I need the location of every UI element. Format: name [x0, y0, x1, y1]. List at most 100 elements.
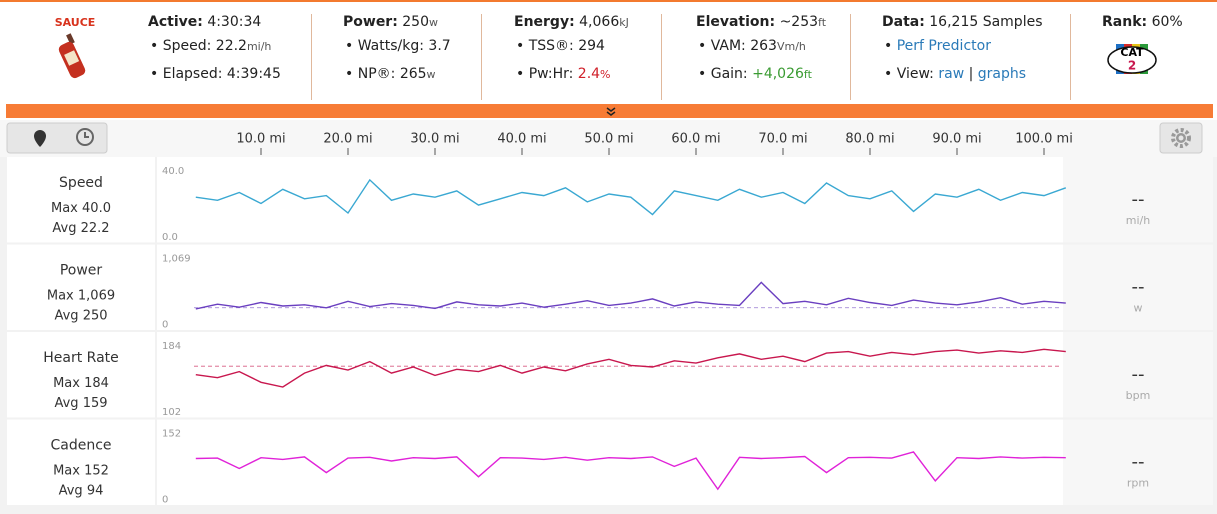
x-tick-label: 60.0 mi	[671, 132, 720, 147]
label: Active:	[148, 14, 203, 30]
label: NP®:	[357, 66, 396, 82]
readout-bg	[1063, 244, 1213, 330]
label: Gain:	[710, 66, 748, 82]
value: +4,026	[752, 66, 804, 82]
stream-name: Cadence	[50, 438, 111, 454]
unit: w	[429, 16, 438, 29]
raw-link[interactable]: raw	[938, 66, 965, 82]
readout-bg	[1063, 157, 1213, 243]
stream-line	[195, 178, 1067, 216]
value: 4,066	[579, 14, 620, 30]
unit: bpm	[1126, 389, 1151, 402]
max-stat: Max 1,069	[47, 288, 115, 303]
unit: mi/h	[1126, 214, 1150, 227]
collapse-bar[interactable]	[6, 104, 1213, 118]
y-max-label: 184	[162, 341, 181, 352]
y-max-label: 40.0	[162, 166, 184, 177]
value: 3.7	[428, 38, 451, 54]
power-stats: Power: 250w Watts/kg: 3.7 NP®: 265w	[343, 14, 451, 94]
x-tick-label: 70.0 mi	[758, 132, 807, 147]
readout: --	[1132, 277, 1145, 298]
unit: kJ	[619, 16, 629, 29]
badge-level: 2	[1128, 59, 1136, 73]
active-stats: Active: 4:30:34 Speed: 22.2mi/h Elapsed:…	[148, 14, 281, 94]
value: ~253	[779, 14, 819, 30]
plot-bg	[157, 244, 1063, 330]
y-min-label: 0	[162, 495, 168, 506]
y-max-label: 1,069	[162, 254, 191, 265]
value: 152	[84, 463, 109, 478]
value: 40.0	[82, 201, 111, 216]
plot-bg	[157, 332, 1063, 418]
readout-bg	[1063, 419, 1213, 505]
value: 22.2	[215, 38, 247, 54]
stream-name: Heart Rate	[43, 350, 119, 366]
label: Energy:	[514, 14, 575, 30]
avg-stat: Avg 22.2	[52, 221, 109, 236]
stream-line	[195, 281, 1066, 310]
stream-line	[195, 348, 1066, 388]
value: 159	[83, 396, 108, 411]
rank-stats: Rank: 60% CAT 2	[1102, 14, 1183, 86]
unit: ft	[803, 68, 812, 81]
elevation-stats: Elevation: ~253ft VAM: 263Vm/h Gain: +4,…	[696, 14, 826, 94]
label: View:	[896, 66, 934, 82]
stream-line	[195, 451, 1066, 491]
unit: ft	[818, 16, 827, 29]
value: 250	[402, 14, 429, 30]
readout: --	[1132, 364, 1145, 385]
unit: mi/h	[246, 40, 272, 53]
readout: --	[1132, 189, 1145, 210]
plot-bg	[157, 419, 1063, 505]
x-tick-label: 50.0 mi	[584, 132, 633, 147]
label: Elapsed:	[162, 66, 223, 82]
unit: w	[1134, 302, 1143, 315]
value: 22.2	[81, 221, 110, 236]
separator: |	[968, 66, 974, 82]
graphs-link[interactable]: graphs	[977, 66, 1027, 82]
x-tick-label: 10.0 mi	[236, 132, 285, 147]
row-label-bg	[7, 332, 155, 418]
unit: Vm/h	[776, 40, 806, 53]
plot-bg	[157, 157, 1063, 243]
y-min-label: 0.0	[162, 232, 178, 243]
row-label-bg	[7, 419, 155, 505]
y-min-label: 102	[162, 407, 181, 418]
label: Avg	[54, 308, 78, 323]
streams-chart: 10.0 mi 20.0 mi 30.0 mi 40.0 mi 50.0 mi 60.0 …	[0, 120, 1217, 514]
header: SAUCE Active: 4:30:34 Speed: 22.2mi/h El…	[0, 0, 1217, 104]
unit: %	[600, 68, 611, 81]
label: Power:	[343, 14, 398, 30]
value: 294	[578, 38, 605, 54]
label: Max	[53, 463, 80, 478]
avg-stat: Avg 159	[54, 396, 107, 411]
unit: w	[426, 68, 436, 81]
energy-stats: Energy: 4,066kJ TSS®: 294 Pw:Hr: 2.4%	[514, 14, 629, 94]
x-tick-label: 80.0 mi	[845, 132, 894, 147]
label: Avg	[52, 221, 76, 236]
data-stats: Data: 16,215 Samples Perf Predictor View…	[882, 14, 1043, 94]
y-min-label: 0	[162, 320, 168, 331]
max-stat: Max 40.0	[51, 201, 111, 216]
perf-predictor-link[interactable]: Perf Predictor	[896, 38, 991, 54]
label: Elevation:	[696, 14, 776, 30]
x-tick-label: 90.0 mi	[932, 132, 981, 147]
label: Watts/kg:	[357, 38, 424, 54]
label: Avg	[54, 396, 78, 411]
avg-stat: Avg 94	[59, 483, 104, 498]
x-tick-label: 20.0 mi	[323, 132, 372, 147]
y-max-label: 152	[162, 429, 181, 440]
label: Data:	[882, 14, 925, 30]
row-label-bg	[7, 244, 155, 330]
value: 250	[83, 308, 108, 323]
x-tick-label: 40.0 mi	[497, 132, 546, 147]
label: Pw:Hr:	[528, 66, 574, 82]
unit: rpm	[1127, 477, 1149, 490]
value: 263	[750, 38, 777, 54]
label: Max	[53, 376, 80, 391]
stream-name: Speed	[59, 175, 103, 191]
value: 1,069	[78, 288, 115, 303]
value: 60%	[1151, 14, 1183, 30]
x-tick-label: 100.0 mi	[1015, 132, 1073, 147]
